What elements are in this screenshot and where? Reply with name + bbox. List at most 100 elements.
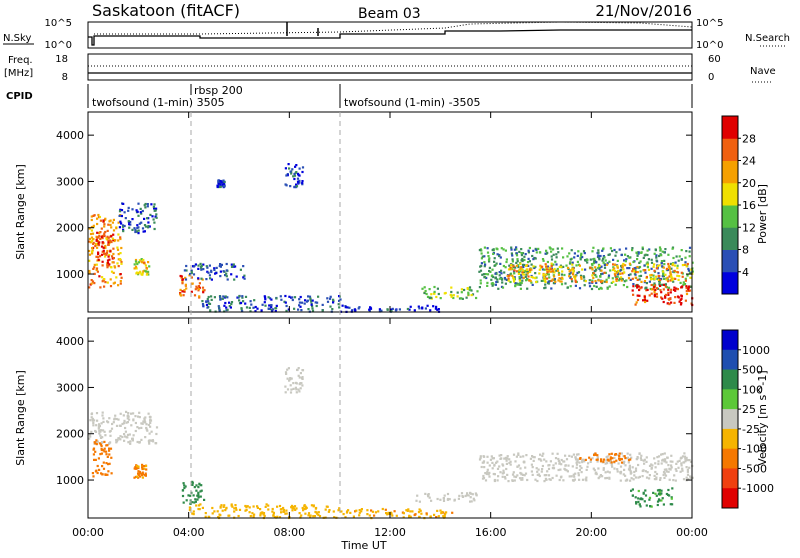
scatter-cell xyxy=(636,294,639,297)
scatter-cell xyxy=(670,496,673,499)
scatter-cell xyxy=(139,475,142,478)
scatter-cell xyxy=(108,241,111,244)
scatter-cell xyxy=(578,287,582,290)
scatter-cell xyxy=(505,467,508,471)
scatter-cell xyxy=(468,288,471,291)
scatter-cell xyxy=(653,263,656,266)
scatter-cell xyxy=(608,253,611,256)
scatter-cell xyxy=(297,308,300,311)
scatter-cell xyxy=(550,268,553,271)
scatter-cell xyxy=(183,269,186,272)
scatter-cell xyxy=(533,266,536,270)
scatter-cell xyxy=(562,265,565,268)
scatter-cell xyxy=(637,497,640,500)
scatter-cell xyxy=(384,508,387,511)
scatter-cell xyxy=(480,252,483,255)
scatter-cell xyxy=(133,467,136,470)
scatter-cell xyxy=(627,274,631,277)
scatter-cell xyxy=(444,512,447,516)
scatter-cell xyxy=(591,280,594,284)
scatter-cell xyxy=(293,296,297,299)
scatter-cell xyxy=(117,258,120,261)
scatter-cell xyxy=(298,512,301,515)
scatter-cell xyxy=(424,307,427,310)
scatter-cell xyxy=(347,509,350,512)
velocity-blob xyxy=(133,463,148,479)
scatter-cell xyxy=(653,295,656,298)
scatter-cell xyxy=(535,248,538,251)
scatter-cell xyxy=(686,470,689,473)
scatter-cell xyxy=(211,506,214,510)
scatter-cell xyxy=(101,276,104,279)
scatter-cell xyxy=(290,377,293,380)
scatter-cell xyxy=(106,455,109,458)
scatter-cell xyxy=(98,468,101,471)
scatter-cell xyxy=(491,274,494,277)
scatter-cell xyxy=(96,464,99,468)
scatter-cell xyxy=(526,271,529,274)
scatter-cell xyxy=(433,285,436,289)
scatter-cell xyxy=(278,516,282,519)
scatter-cell xyxy=(127,441,130,444)
scatter-cell xyxy=(222,270,225,273)
scatter-cell xyxy=(658,254,661,258)
scatter-cell xyxy=(511,254,514,257)
scatter-cell xyxy=(270,305,273,308)
scatter-cell xyxy=(634,496,637,499)
scatter-cell xyxy=(120,214,123,218)
scatter-cell xyxy=(517,453,520,456)
scatter-cell xyxy=(490,455,493,458)
scatter-cell xyxy=(450,295,453,298)
scatter-cell xyxy=(99,231,102,234)
scatter-cell xyxy=(501,281,504,284)
scatter-cell xyxy=(338,507,341,510)
scatter-cell xyxy=(97,427,100,430)
scatter-cell xyxy=(488,269,491,273)
scatter-cell xyxy=(101,441,104,444)
scatter-cell xyxy=(651,464,654,467)
scatter-cell xyxy=(670,267,673,270)
scatter-cell xyxy=(519,287,522,290)
scatter-cell xyxy=(234,265,237,268)
scatter-cell xyxy=(565,469,568,472)
scatter-cell xyxy=(550,264,553,268)
scatter-cell xyxy=(688,459,691,462)
power-colorbar-swatch xyxy=(722,182,738,206)
scatter-cell xyxy=(524,253,527,256)
scatter-cell xyxy=(581,461,584,464)
scatter-cell xyxy=(278,504,282,508)
scatter-cell xyxy=(250,303,253,306)
scatter-cell xyxy=(686,262,689,266)
scatter-cell xyxy=(238,299,241,302)
scatter-cell xyxy=(559,476,563,479)
scatter-cell xyxy=(683,452,686,455)
velocity-colorbar-tick-label: 25 xyxy=(742,403,756,416)
scatter-cell xyxy=(450,290,453,294)
scatter-cell xyxy=(557,279,560,282)
scatter-cell xyxy=(297,388,300,391)
scatter-cell xyxy=(253,299,256,302)
scatter-cell xyxy=(148,440,151,443)
scatter-cell xyxy=(479,269,483,272)
scatter-cell xyxy=(143,217,146,220)
scatter-cell xyxy=(591,457,594,460)
scatter-cell xyxy=(137,473,140,476)
scatter-cell xyxy=(386,308,389,311)
scatter-cell xyxy=(96,222,99,226)
scatter-cell xyxy=(642,269,645,272)
scatter-cell xyxy=(577,453,580,456)
scatter-cell xyxy=(95,439,98,442)
scatter-cell xyxy=(547,282,550,285)
scatter-cell xyxy=(560,280,563,283)
scatter-cell xyxy=(667,464,670,467)
scatter-cell xyxy=(147,412,150,415)
scatter-cell xyxy=(653,457,656,460)
scatter-cell xyxy=(520,254,523,257)
scatter-cell xyxy=(302,509,305,512)
scatter-cell xyxy=(581,478,585,481)
scatter-cell xyxy=(213,267,216,270)
scatter-cell xyxy=(655,256,658,259)
scatter-cell xyxy=(662,271,665,275)
scatter-cell xyxy=(595,281,598,284)
scatter-cell xyxy=(673,474,676,477)
